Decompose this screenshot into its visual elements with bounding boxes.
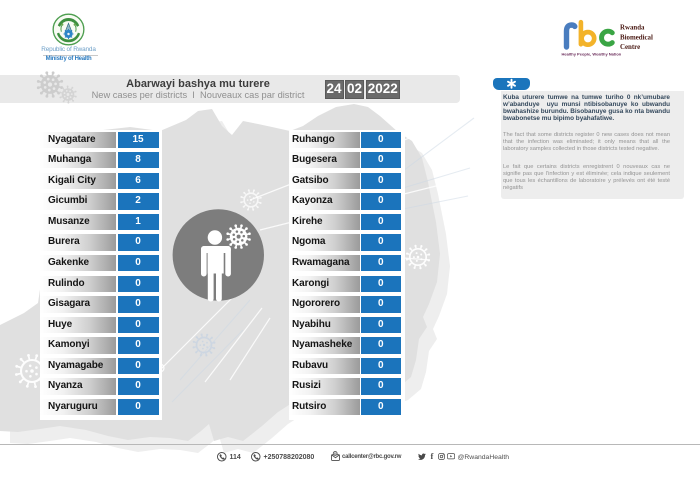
svg-text:Centre: Centre xyxy=(620,44,640,51)
svg-text:Rwanda: Rwanda xyxy=(620,25,645,32)
svg-text:Biomedical: Biomedical xyxy=(620,35,653,42)
svg-text:@: @ xyxy=(334,451,337,455)
svg-text:Healthy People, Wealthy Nation: Healthy People, Wealthy Nation xyxy=(562,52,622,57)
